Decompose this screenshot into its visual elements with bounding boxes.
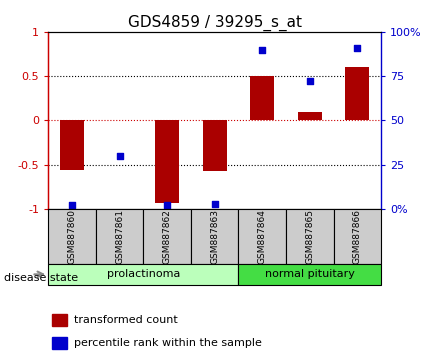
Bar bbox=[333, 209, 381, 264]
Title: GDS4859 / 39295_s_at: GDS4859 / 39295_s_at bbox=[127, 14, 302, 30]
Point bbox=[259, 47, 266, 52]
Point bbox=[163, 202, 170, 208]
Point bbox=[354, 45, 361, 51]
Text: percentile rank within the sample: percentile rank within the sample bbox=[74, 338, 262, 348]
Bar bbox=[48, 209, 96, 264]
Text: GSM887865: GSM887865 bbox=[305, 209, 314, 264]
Text: transformed count: transformed count bbox=[74, 315, 178, 325]
Bar bbox=[250, 76, 274, 120]
Point bbox=[68, 202, 75, 208]
Text: GSM887863: GSM887863 bbox=[210, 209, 219, 264]
Bar bbox=[155, 120, 179, 202]
Text: GSM887860: GSM887860 bbox=[67, 209, 77, 264]
Bar bbox=[286, 209, 333, 264]
Text: GSM887861: GSM887861 bbox=[115, 209, 124, 264]
Bar bbox=[191, 209, 238, 264]
Text: GSM887862: GSM887862 bbox=[162, 209, 172, 264]
Bar bbox=[48, 264, 238, 285]
Bar bbox=[52, 314, 67, 326]
Text: normal pituitary: normal pituitary bbox=[265, 269, 355, 279]
Bar bbox=[238, 209, 286, 264]
Text: prolactinoma: prolactinoma bbox=[106, 269, 180, 279]
Bar bbox=[60, 120, 84, 170]
Bar bbox=[203, 120, 226, 171]
Bar bbox=[143, 209, 191, 264]
Point bbox=[306, 79, 313, 84]
Text: GSM887866: GSM887866 bbox=[353, 209, 362, 264]
Bar bbox=[238, 264, 381, 285]
Bar bbox=[346, 67, 369, 120]
Bar bbox=[52, 337, 67, 349]
Point bbox=[116, 153, 123, 159]
Point bbox=[211, 201, 218, 206]
Text: GSM887864: GSM887864 bbox=[258, 209, 267, 264]
Bar bbox=[96, 209, 143, 264]
Bar bbox=[298, 112, 321, 120]
Text: disease state: disease state bbox=[4, 273, 78, 283]
